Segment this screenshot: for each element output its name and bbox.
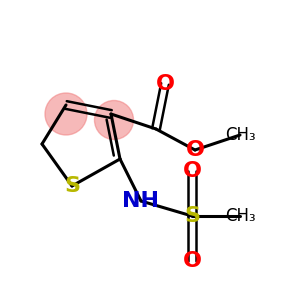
Text: O: O xyxy=(182,251,202,271)
Circle shape xyxy=(45,93,87,135)
Text: S: S xyxy=(184,206,200,226)
Text: NH: NH xyxy=(122,191,160,211)
Text: O: O xyxy=(182,161,202,181)
Text: S: S xyxy=(64,176,80,196)
Text: O: O xyxy=(155,74,175,94)
Text: O: O xyxy=(185,140,205,160)
Circle shape xyxy=(94,100,134,140)
Text: CH₃: CH₃ xyxy=(225,126,255,144)
Text: CH₃: CH₃ xyxy=(225,207,255,225)
